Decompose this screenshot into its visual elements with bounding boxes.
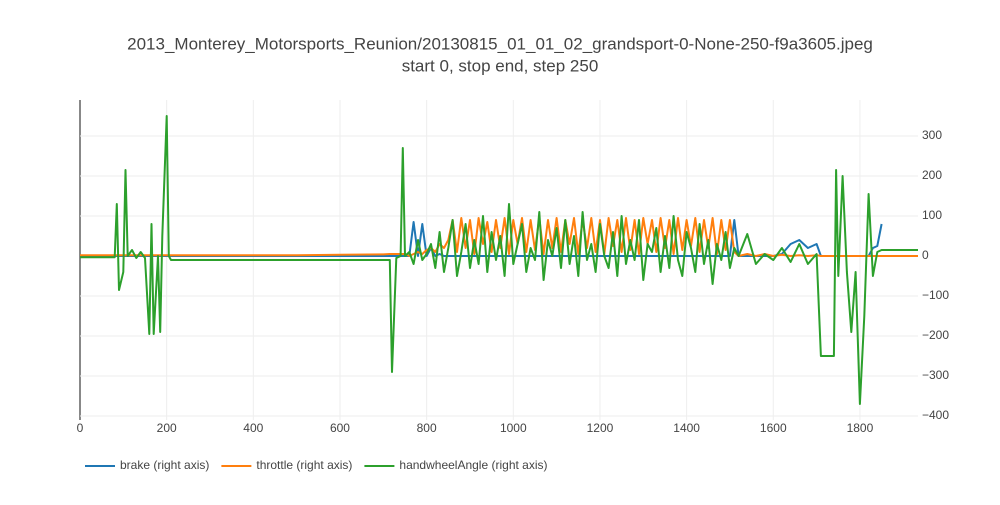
x-tick-label: 600 bbox=[330, 421, 350, 435]
y2-tick-label: 0 bbox=[922, 248, 929, 262]
legend-label: throttle (right axis) bbox=[256, 458, 352, 472]
legend-label: brake (right axis) bbox=[120, 458, 209, 472]
x-tick-label: 1200 bbox=[587, 421, 614, 435]
y2-tick-label: −300 bbox=[922, 368, 949, 382]
x-tick-label: 1400 bbox=[673, 421, 700, 435]
series-line bbox=[80, 115, 918, 405]
x-tick-label: 1600 bbox=[760, 421, 787, 435]
x-tick-label: 0 bbox=[77, 421, 84, 435]
x-tick-label: 1000 bbox=[500, 421, 527, 435]
x-tick-label: 800 bbox=[417, 421, 437, 435]
legend-label: handwheelAngle (right axis) bbox=[399, 458, 547, 472]
series-line bbox=[80, 217, 918, 257]
y2-tick-label: −100 bbox=[922, 288, 949, 302]
chart-title: 2013_Monterey_Motorsports_Reunion/201308… bbox=[127, 34, 873, 53]
x-tick-label: 1800 bbox=[847, 421, 874, 435]
y2-tick-label: −400 bbox=[922, 408, 949, 422]
y2-tick-label: −200 bbox=[922, 328, 949, 342]
x-tick-label: 200 bbox=[157, 421, 177, 435]
chart-subtitle: start 0, stop end, step 250 bbox=[402, 56, 599, 75]
x-tick-label: 400 bbox=[243, 421, 263, 435]
y2-tick-label: 100 bbox=[922, 208, 942, 222]
y2-tick-label: 300 bbox=[922, 128, 942, 142]
y2-tick-label: 200 bbox=[922, 168, 942, 182]
